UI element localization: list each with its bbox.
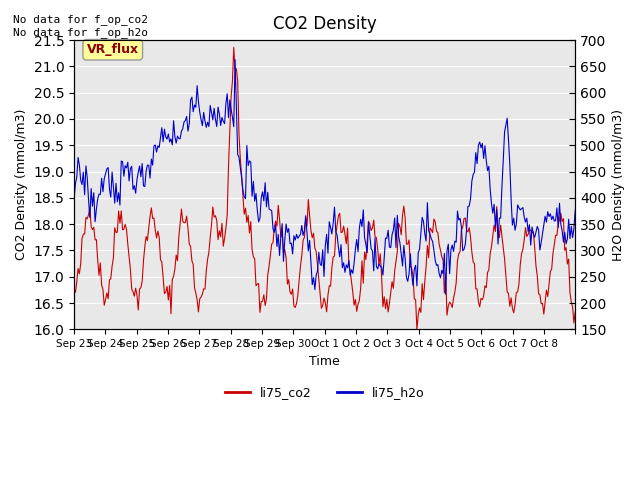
Legend: li75_co2, li75_h2o: li75_co2, li75_h2o	[220, 381, 429, 404]
Text: VR_flux: VR_flux	[86, 43, 139, 56]
Text: No data for f_op_co2
No data for f_op_h2o: No data for f_op_co2 No data for f_op_h2…	[13, 14, 148, 38]
Y-axis label: CO2 Density (mmol/m3): CO2 Density (mmol/m3)	[15, 109, 28, 261]
Title: CO2 Density: CO2 Density	[273, 15, 376, 33]
Y-axis label: H2O Density (mmol/m3): H2O Density (mmol/m3)	[612, 109, 625, 261]
X-axis label: Time: Time	[309, 355, 340, 368]
